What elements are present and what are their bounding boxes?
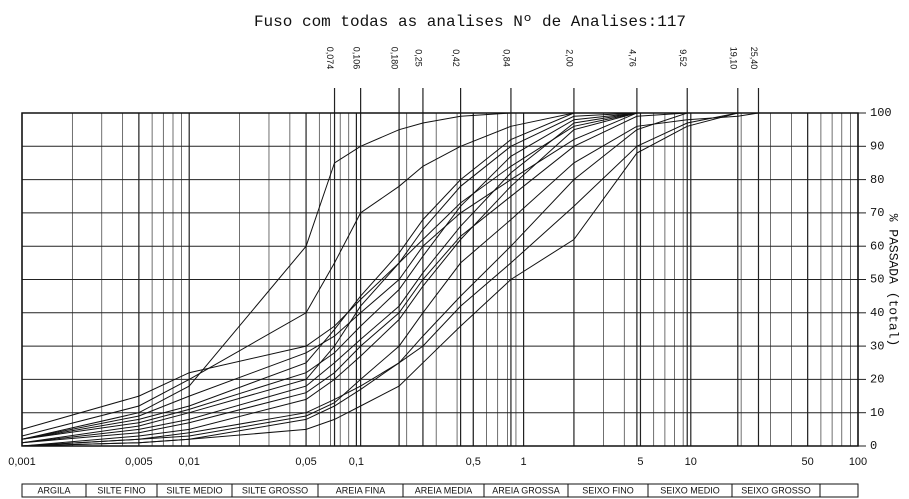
y-tick-label: 10 <box>870 406 884 420</box>
grading-curve <box>21 112 759 447</box>
grading-curve <box>21 112 759 447</box>
grading-curve <box>21 112 759 437</box>
x-tick-label: 10 <box>685 456 697 468</box>
sieve-label: 0,106 <box>351 47 361 70</box>
class-label: SEIXO FINO <box>582 485 634 495</box>
class-label: AREIA GROSSA <box>492 485 560 495</box>
class-strip <box>21 483 859 498</box>
y-axis-label: % PASSADA (total) <box>886 214 901 347</box>
y-tick-label: 60 <box>870 239 884 253</box>
x-tick-label: 0,1 <box>349 456 364 468</box>
sieve-label: 0,074 <box>325 47 335 70</box>
class-label: AREIA MEDIA <box>415 485 473 495</box>
class-label: AREIA FINA <box>336 485 386 495</box>
y-tick-label: 80 <box>870 173 884 187</box>
x-tick-label: 50 <box>802 456 814 468</box>
class-label: SILTE GROSSO <box>242 485 308 495</box>
sieve-label: 2,00 <box>565 49 575 67</box>
sieve-label: 4,76 <box>628 49 638 67</box>
y-tick-label: 90 <box>870 139 884 153</box>
sieve-label: 0,42 <box>451 49 461 67</box>
sieve-label: 25,40 <box>749 47 759 70</box>
y-tick-label: 40 <box>870 306 884 320</box>
y-tick-label: 0 <box>870 439 877 453</box>
y-tick-label: 70 <box>870 206 884 220</box>
class-label: SEIXO GROSSO <box>741 485 811 495</box>
class-label: SILTE MEDIO <box>166 485 222 495</box>
grading-curve <box>21 112 759 447</box>
sieve-label: 19,10 <box>728 47 738 70</box>
y-tick-label: 100 <box>870 106 892 120</box>
x-tick-label: 5 <box>637 456 643 468</box>
grading-curve <box>21 112 759 447</box>
grading-curve <box>21 112 759 444</box>
grading-curve <box>21 112 759 430</box>
sieve-label: 0,25 <box>414 49 424 67</box>
grading-curve <box>21 112 759 440</box>
grading-curve <box>21 112 759 444</box>
sieve-label: 9,52 <box>678 49 688 67</box>
x-tick-label: 1 <box>521 456 527 468</box>
class-label: SILTE FINO <box>97 485 145 495</box>
x-tick-label: 0,005 <box>125 456 153 468</box>
y-tick-label: 30 <box>870 339 884 353</box>
sieve-label: 0,84 <box>502 49 512 67</box>
sieve-label: 0,180 <box>390 47 400 70</box>
class-label: SEIXO MEDIO <box>660 485 720 495</box>
x-tick-label: 0,001 <box>8 456 36 468</box>
grading-curve <box>21 112 759 444</box>
x-tick-label: 100 <box>849 456 867 468</box>
y-tick-label: 50 <box>870 273 884 287</box>
y-tick-label: 20 <box>870 373 884 387</box>
x-tick-label: 0,01 <box>178 456 199 468</box>
class-label: ARGILA <box>37 485 70 495</box>
x-tick-label: 0,05 <box>295 456 316 468</box>
plot-frame <box>21 112 859 447</box>
chart-title: Fuso com todas as analises Nº de Analise… <box>254 13 686 31</box>
x-tick-label: 0,5 <box>466 456 481 468</box>
